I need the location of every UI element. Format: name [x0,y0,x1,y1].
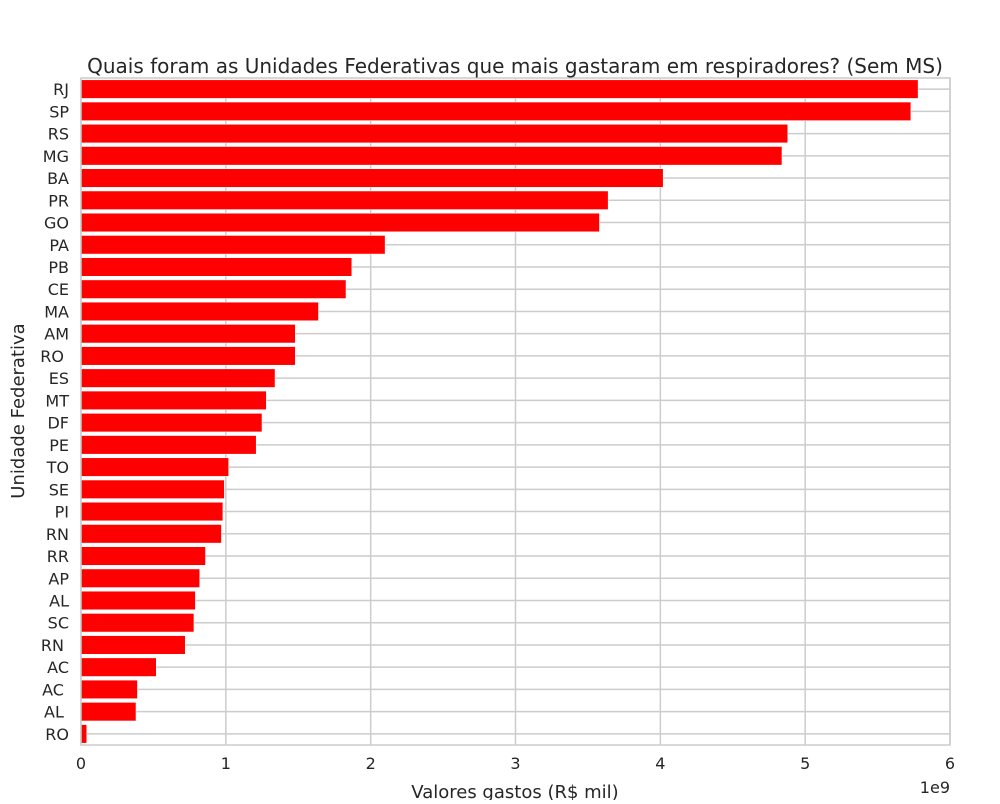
bar-al [80,702,137,722]
y-tick-label: BA [47,169,69,188]
bar-pa [80,235,386,255]
bar-ro [80,724,88,744]
y-tick-label: TO [46,458,69,477]
y-tick-label: SC [48,614,69,633]
bar-ma [80,301,319,322]
y-tick-label: GO [44,214,69,233]
bar-rs [80,123,789,144]
chart-title: Quais foram as Unidades Federativas que … [87,54,943,78]
y-tick-label: RS [48,125,69,144]
x-axis-offset-label: 1e9 [920,778,950,797]
bar-ce [80,279,347,299]
y-tick-label: PB [48,258,69,277]
bar-pr [80,190,609,210]
bar-rj [80,79,919,99]
y-tick-label: RO [45,725,69,744]
bar-rr [80,546,206,566]
y-tick-label: AL [44,703,69,722]
y-tick-label: AL [49,591,69,610]
bar-go [80,212,600,233]
bar-ac [80,657,157,677]
y-tick-label: MA [44,302,69,321]
y-tick-label: RR [47,547,69,566]
y-tick-label: PA [49,236,69,255]
bar-es [80,368,276,388]
bar-ac [80,679,138,700]
x-tick-label: 2 [366,754,376,773]
y-tick-label: AP [48,569,69,588]
y-tick-label: AM [44,325,69,344]
y-tick-label: MG [43,147,69,166]
bar-to [80,457,230,477]
y-tick-label: SE [49,480,69,499]
y-tick-label: SP [49,102,69,121]
bar-am [80,324,296,344]
y-tick-label: PI [55,503,69,522]
bar-mg [80,146,783,166]
x-tick-label: 3 [510,754,520,773]
y-tick-label: ES [49,369,69,388]
x-tick-labels: 0 1 2 3 4 5 6 [76,754,955,773]
y-tick-label: CE [48,280,69,299]
x-tick-label: 6 [945,754,955,773]
y-tick-label: RJ [53,80,69,99]
bar-rn [80,524,222,544]
y-axis-label: Unidade Federativa [8,323,29,498]
bar-pi [80,501,224,522]
bar-df [80,412,263,433]
bar-sp [80,101,912,121]
bar-pe [80,435,257,455]
y-tick-label: PR [48,191,69,210]
x-tick-label: 4 [655,754,665,773]
x-tick-label: 1 [221,754,231,773]
y-tick-label: RN [41,636,69,655]
plot-frame [80,77,951,746]
y-tick-label: AC [47,658,69,677]
x-tick-label: 0 [76,754,86,773]
bar-se [80,479,225,499]
bars [80,79,919,744]
bar-sc [80,613,195,633]
bar-ro [80,346,296,366]
y-tick-label: MT [45,391,69,410]
y-tick-label: RO [40,347,69,366]
x-tick-label: 5 [800,754,810,773]
bar-ap [80,568,201,588]
x-axis-label: Valores gastos (R$ mil) [411,782,618,800]
y-tick-label: PE [49,436,69,455]
y-tick-labels: RJ SP RS MG BA PR GO PA PB CE MA AM RO ES MT DF PE TO SE P… [40,80,69,744]
bar-rn [80,635,186,655]
y-tick-label: RN [46,525,69,544]
bar-ba [80,168,664,188]
y-tick-label: AC [42,680,69,699]
bar-al [80,590,196,611]
y-tick-label: DF [47,414,69,433]
bar-mt [80,390,267,411]
bar-pb [80,257,353,277]
